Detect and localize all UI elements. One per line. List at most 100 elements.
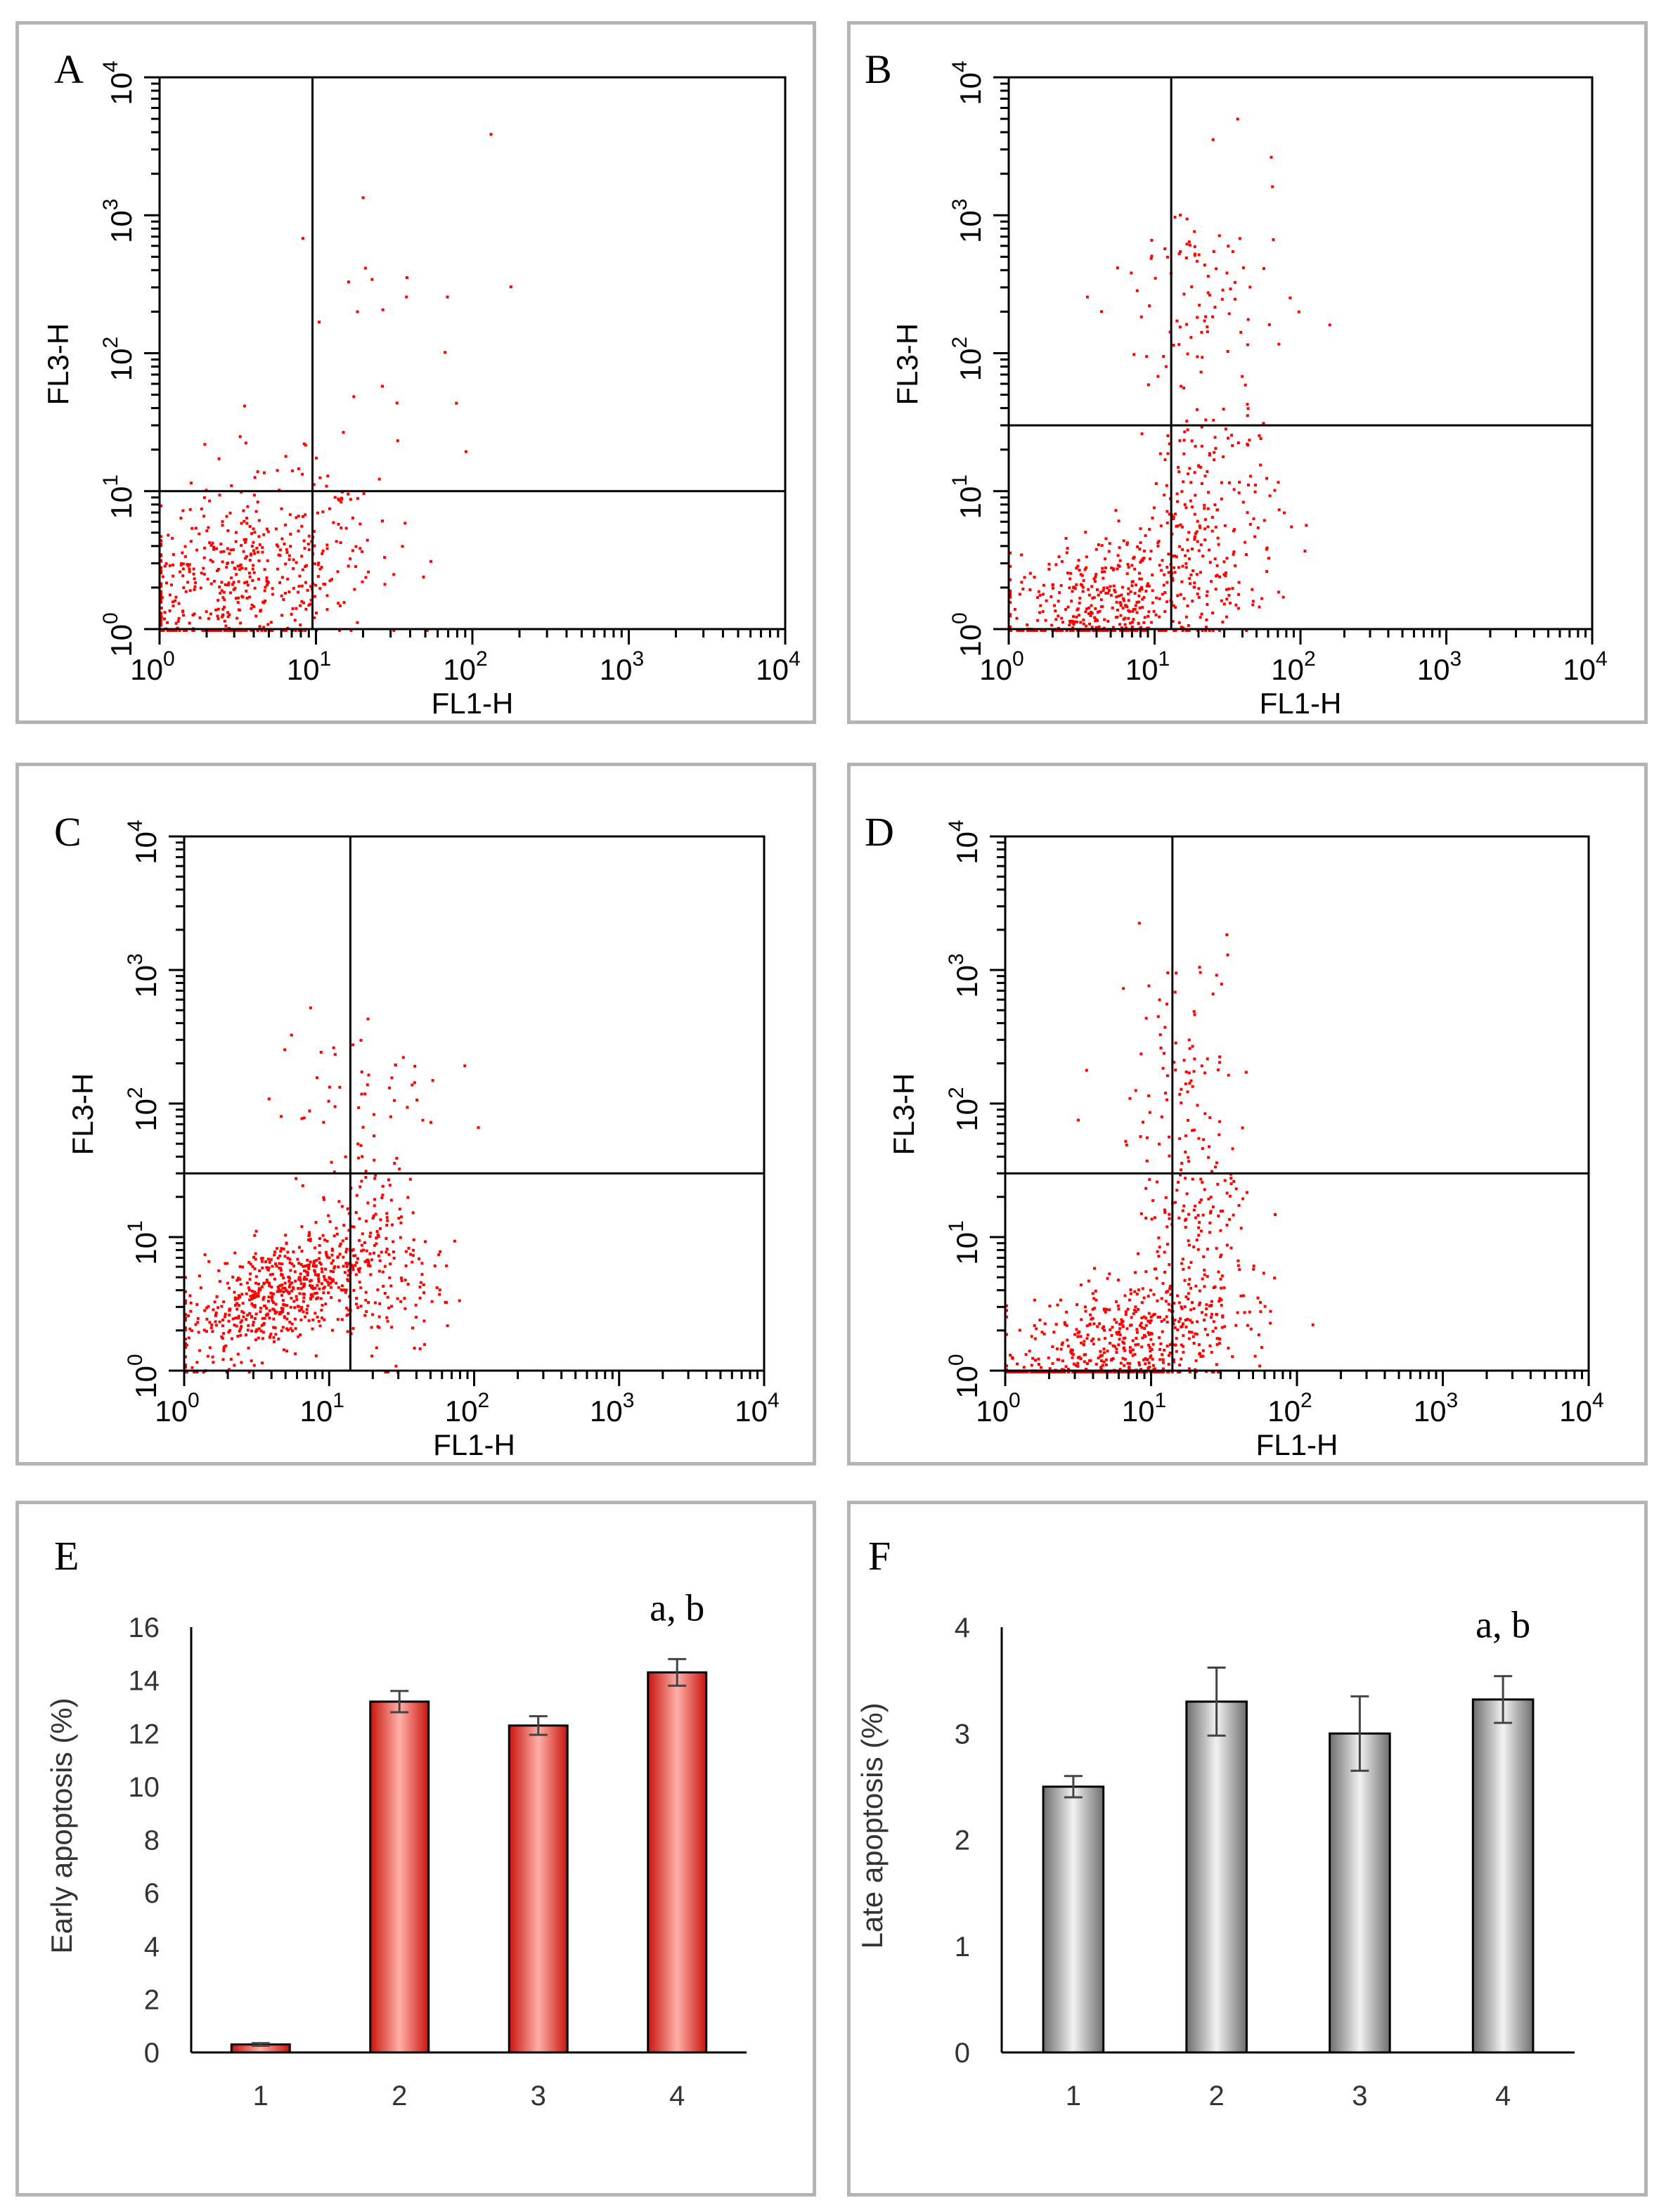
event-dot <box>1226 350 1229 353</box>
event-dot <box>1097 625 1101 628</box>
event-dot <box>323 583 327 586</box>
event-dot <box>1142 1315 1146 1319</box>
event-dot <box>361 1125 365 1129</box>
event-dot <box>1208 1221 1212 1224</box>
event-dot <box>1139 1212 1143 1215</box>
event-dot <box>1188 1047 1192 1050</box>
event-dot <box>419 1281 422 1284</box>
event-dot <box>161 575 164 578</box>
event-dot <box>1102 1360 1106 1364</box>
event-dot <box>1232 550 1236 554</box>
event-dot <box>1128 1362 1132 1365</box>
event-dot <box>280 537 284 541</box>
event-dot <box>160 504 162 507</box>
event-dot <box>217 607 220 611</box>
event-dot <box>1234 564 1237 567</box>
flow-panel-D: D 100 100 101 101 102 102 103 103 104 104 FL1-H FL3… <box>847 763 1648 1466</box>
event-dot <box>411 1211 415 1215</box>
event-dot <box>1198 1221 1201 1224</box>
event-dot <box>358 1270 361 1274</box>
event-dot <box>165 581 168 585</box>
event-dot <box>381 519 384 523</box>
x-tick-exponent: 3 <box>623 1389 635 1412</box>
event-dot <box>392 1250 395 1253</box>
event-dot <box>1195 573 1199 576</box>
event-dot <box>304 444 307 447</box>
event-dot <box>1145 1358 1149 1362</box>
event-dot <box>1090 1317 1093 1321</box>
event-dot <box>1197 587 1201 590</box>
event-dot <box>1150 254 1154 258</box>
event-dot <box>299 1287 303 1291</box>
event-dot <box>361 550 363 553</box>
x-tick-label: 102 <box>443 647 487 686</box>
event-dot <box>313 1269 316 1272</box>
event-dot <box>1022 1366 1026 1369</box>
event-dot <box>361 196 365 200</box>
event-dot <box>1212 250 1215 253</box>
event-dot <box>1089 1313 1092 1317</box>
event-dot <box>1101 1326 1104 1330</box>
event-dot <box>1186 1318 1189 1321</box>
event-dot <box>314 1273 317 1276</box>
event-dot <box>1121 586 1124 589</box>
event-dot <box>293 1306 297 1309</box>
event-dot <box>1177 1301 1181 1305</box>
event-dot <box>222 1349 226 1352</box>
event-dot <box>1199 1198 1203 1201</box>
event-dot <box>332 1046 335 1049</box>
event-dot <box>1194 1359 1198 1362</box>
event-dot <box>1169 1293 1173 1296</box>
event-dot <box>164 562 168 565</box>
event-dot <box>445 1301 448 1304</box>
event-dot <box>174 629 178 632</box>
event-dot <box>297 1278 301 1281</box>
panel-letter: D <box>865 809 894 855</box>
event-dot <box>1018 593 1021 596</box>
event-dot <box>318 1251 321 1255</box>
x-tick-label: 103 <box>590 1389 634 1428</box>
event-dot <box>1193 581 1196 585</box>
event-dot <box>276 1285 280 1288</box>
event-dot <box>1212 418 1215 422</box>
event-dot <box>235 1279 239 1282</box>
event-dot <box>304 565 307 568</box>
event-dot <box>292 1250 295 1253</box>
event-dot <box>1156 1299 1159 1302</box>
event-dot <box>314 583 318 587</box>
event-dot <box>200 507 203 511</box>
event-dot <box>254 1338 257 1342</box>
event-dot <box>1222 573 1226 576</box>
event-dot <box>224 1344 228 1347</box>
event-dot <box>1123 1342 1125 1345</box>
event-dot <box>1040 1371 1043 1373</box>
event-dot <box>202 572 206 576</box>
event-dot <box>261 1323 265 1326</box>
event-dot <box>338 1253 342 1256</box>
event-dot <box>1156 1015 1160 1018</box>
event-dot <box>1099 1350 1102 1353</box>
event-dot <box>1118 601 1122 604</box>
event-dot <box>1092 1297 1096 1300</box>
event-dot <box>1213 306 1217 309</box>
event-dot <box>284 592 287 595</box>
event-dot <box>1076 1335 1080 1338</box>
event-dot <box>1244 541 1247 544</box>
event-dot <box>1303 550 1307 553</box>
event-dot <box>1191 1044 1194 1048</box>
event-dot <box>1033 1324 1036 1327</box>
event-dot <box>1133 1352 1137 1356</box>
event-dot <box>1252 1267 1255 1271</box>
event-dot <box>234 1317 238 1320</box>
event-dot <box>1109 593 1113 597</box>
event-dot <box>280 1283 284 1286</box>
event-dot <box>268 1284 271 1288</box>
event-dot <box>236 564 240 568</box>
event-dot <box>1233 528 1236 531</box>
event-dot <box>1241 1126 1244 1130</box>
event-dot <box>1241 1197 1245 1201</box>
event-dot <box>236 629 240 632</box>
event-dot <box>356 1257 359 1260</box>
event-dot <box>1156 544 1160 548</box>
event-dot <box>375 1242 378 1246</box>
